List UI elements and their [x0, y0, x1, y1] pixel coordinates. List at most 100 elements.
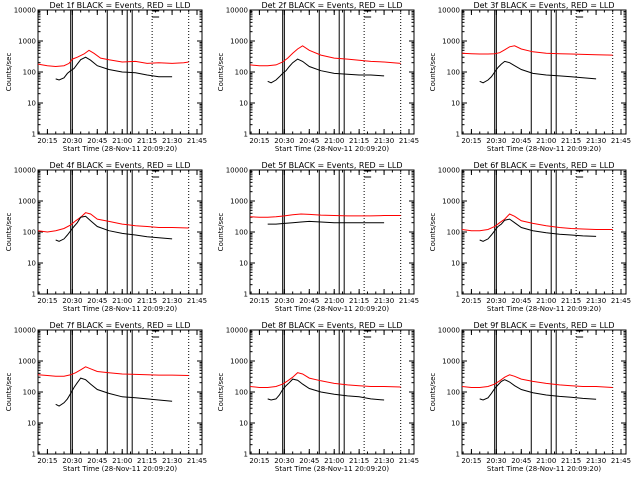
y-tick-label: 1000	[18, 358, 36, 366]
y-tick-label: 10	[239, 100, 248, 108]
y-tick-label: 10	[239, 260, 248, 268]
x-axis-label: Start Time (28-Nov-11 20:09:20)	[487, 145, 601, 153]
x-tick-label: 20:15	[249, 137, 269, 145]
x-tick-label: 20:30	[486, 137, 506, 145]
lld-series-line	[461, 374, 613, 388]
plot-frame	[37, 329, 203, 455]
y-tick-label: 1000	[18, 198, 36, 206]
y-tick-label: 10000	[438, 7, 460, 15]
events-series-line	[479, 218, 597, 242]
y-axis-label: Counts/sec	[5, 373, 13, 412]
y-tick-label: 100	[235, 229, 248, 237]
y-tick-label: 10000	[14, 7, 36, 15]
events-series-line	[479, 60, 597, 84]
plot-frame	[249, 169, 415, 295]
events-series-line	[267, 220, 385, 225]
x-tick-label: 21:30	[586, 137, 606, 145]
x-tick-label: 21:30	[586, 457, 606, 465]
y-tick-label: 10000	[226, 7, 248, 15]
y-tick-label: 100	[23, 229, 36, 237]
y-tick-label: 1	[244, 291, 248, 299]
x-tick-label: 21:45	[611, 137, 631, 145]
x-tick-label: 21:30	[374, 457, 394, 465]
y-axis-label: Counts/sec	[217, 53, 225, 92]
y-tick-label: 100	[235, 389, 248, 397]
x-tick-label: 21:45	[187, 137, 207, 145]
x-tick-label: 21:00	[536, 297, 556, 305]
panel-title: Det 3f BLACK = Events, RED = LLD	[473, 1, 614, 10]
x-tick-label: 21:30	[374, 137, 394, 145]
x-tick-label: 21:45	[187, 457, 207, 465]
x-tick-label: 20:15	[37, 137, 57, 145]
x-tick-label: 21:30	[162, 457, 182, 465]
x-tick-label: 20:15	[461, 297, 481, 305]
y-tick-label: 1000	[442, 358, 460, 366]
y-tick-label: 1	[456, 291, 460, 299]
y-axis-label: Counts/sec	[5, 213, 13, 252]
x-tick-label: 21:30	[586, 297, 606, 305]
x-tick-label: 20:30	[486, 297, 506, 305]
y-tick-label: 1	[32, 291, 36, 299]
y-axis-label: Counts/sec	[217, 373, 225, 412]
y-tick-label: 100	[447, 229, 460, 237]
x-tick-label: 21:30	[162, 297, 182, 305]
x-tick-label: 20:45	[87, 457, 107, 465]
plot-frame	[249, 9, 415, 135]
x-tick-label: 21:45	[399, 137, 419, 145]
x-tick-label: 20:15	[249, 297, 269, 305]
x-tick-label: 20:15	[37, 297, 57, 305]
x-tick-label: 20:45	[511, 297, 531, 305]
x-tick-label: 20:30	[62, 297, 82, 305]
y-axis-label: Counts/sec	[5, 53, 13, 92]
x-tick-label: 21:00	[324, 297, 344, 305]
panel-title: Det 9f BLACK = Events, RED = LLD	[473, 321, 614, 330]
x-tick-label: 21:00	[112, 457, 132, 465]
y-axis-label: Counts/sec	[429, 213, 437, 252]
y-tick-label: 100	[23, 69, 36, 77]
chart-panel: 1 10 100 1000 10000 20:15 20:30 20:45 21:00 21:15…	[5, 161, 207, 313]
plot-frame	[461, 9, 627, 135]
lld-series-line	[461, 213, 613, 232]
panel-title: Det 5f BLACK = Events, RED = LLD	[261, 161, 402, 170]
events-series-line	[55, 215, 173, 242]
lld-series-line	[37, 366, 189, 377]
panel-title: Det 6f BLACK = Events, RED = LLD	[473, 161, 614, 170]
y-tick-label: 1	[456, 451, 460, 459]
x-tick-label: 20:30	[274, 457, 294, 465]
lld-series-line	[249, 213, 401, 218]
x-tick-label: 20:45	[511, 457, 531, 465]
x-tick-label: 20:45	[87, 297, 107, 305]
y-tick-label: 10000	[438, 327, 460, 335]
y-tick-label: 1000	[442, 38, 460, 46]
y-tick-label: 1000	[230, 198, 248, 206]
chart-panel: 1 10 100 1000 10000 20:15 20:30 20:45 21:00 21:15…	[5, 321, 207, 473]
x-tick-label: 21:45	[187, 297, 207, 305]
events-series-line	[479, 379, 597, 401]
y-tick-label: 100	[235, 69, 248, 77]
y-tick-label: 1	[456, 131, 460, 139]
x-tick-label: 20:15	[37, 457, 57, 465]
lld-series-line	[249, 372, 401, 388]
y-tick-label: 1000	[230, 358, 248, 366]
x-tick-label: 20:15	[249, 457, 269, 465]
x-tick-label: 20:45	[87, 137, 107, 145]
x-tick-label: 21:00	[112, 297, 132, 305]
x-tick-label: 20:45	[511, 137, 531, 145]
x-tick-label: 21:00	[324, 457, 344, 465]
x-tick-label: 20:15	[461, 457, 481, 465]
panel-title: Det 2f BLACK = Events, RED = LLD	[261, 1, 402, 10]
x-tick-label: 20:30	[274, 297, 294, 305]
x-tick-label: 21:30	[374, 297, 394, 305]
x-tick-label: 20:45	[299, 457, 319, 465]
x-tick-label: 21:45	[611, 297, 631, 305]
x-tick-label: 21:00	[324, 137, 344, 145]
y-tick-label: 1000	[18, 38, 36, 46]
x-tick-label: 20:15	[461, 137, 481, 145]
panel-title: Det 4f BLACK = Events, RED = LLD	[49, 161, 190, 170]
x-tick-label: 20:30	[486, 457, 506, 465]
x-tick-label: 20:30	[274, 137, 294, 145]
y-tick-label: 1000	[230, 38, 248, 46]
y-tick-label: 10000	[14, 167, 36, 175]
x-tick-label: 21:15	[137, 137, 157, 145]
